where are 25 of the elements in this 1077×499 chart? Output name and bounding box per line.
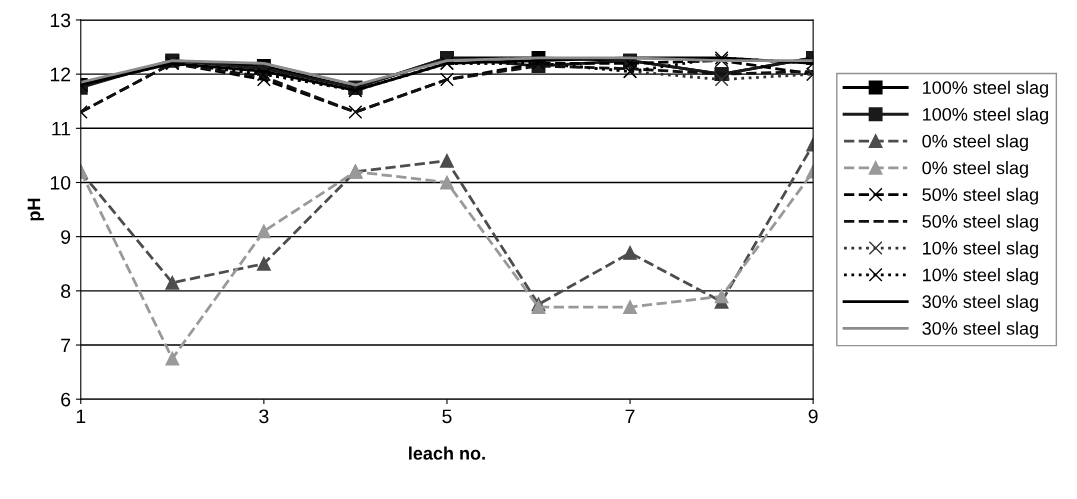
y-tick-label: 11 <box>52 121 71 136</box>
x-axis-title: leach no. <box>409 446 485 460</box>
legend-label: 0% steel slag <box>922 134 1028 152</box>
legend-label: 0% steel slag <box>922 161 1028 178</box>
legend-label: 30% steel slag <box>922 294 1038 312</box>
x-tick-label: 1 <box>76 409 86 424</box>
legend-label: 50% steel slag <box>922 214 1038 232</box>
legend-label: 50% steel slag <box>922 187 1038 205</box>
legend-label: 10% steel slag <box>923 241 1038 259</box>
y-tick-label: 7 <box>61 338 71 353</box>
x-tick-label: 7 <box>625 409 635 424</box>
y-tick-label: 12 <box>50 67 71 82</box>
y-axis-title: pH <box>27 198 44 221</box>
legend-label: 100% steel slag <box>923 80 1048 98</box>
y-tick-label: 6 <box>61 392 71 407</box>
x-tick-label: 9 <box>808 409 818 424</box>
y-tick-label: 13 <box>50 13 71 28</box>
legend-label: 10% steel slag <box>923 268 1038 285</box>
y-tick-label: 10 <box>50 175 71 190</box>
y-tick-label: 9 <box>61 230 71 244</box>
x-tick-label: 3 <box>259 409 269 424</box>
y-tick-label: 8 <box>61 284 71 299</box>
legend-label: 100% steel slag <box>923 107 1048 125</box>
x-tick-label: 5 <box>442 409 452 424</box>
legend-label: 30% steel slag <box>922 321 1038 339</box>
